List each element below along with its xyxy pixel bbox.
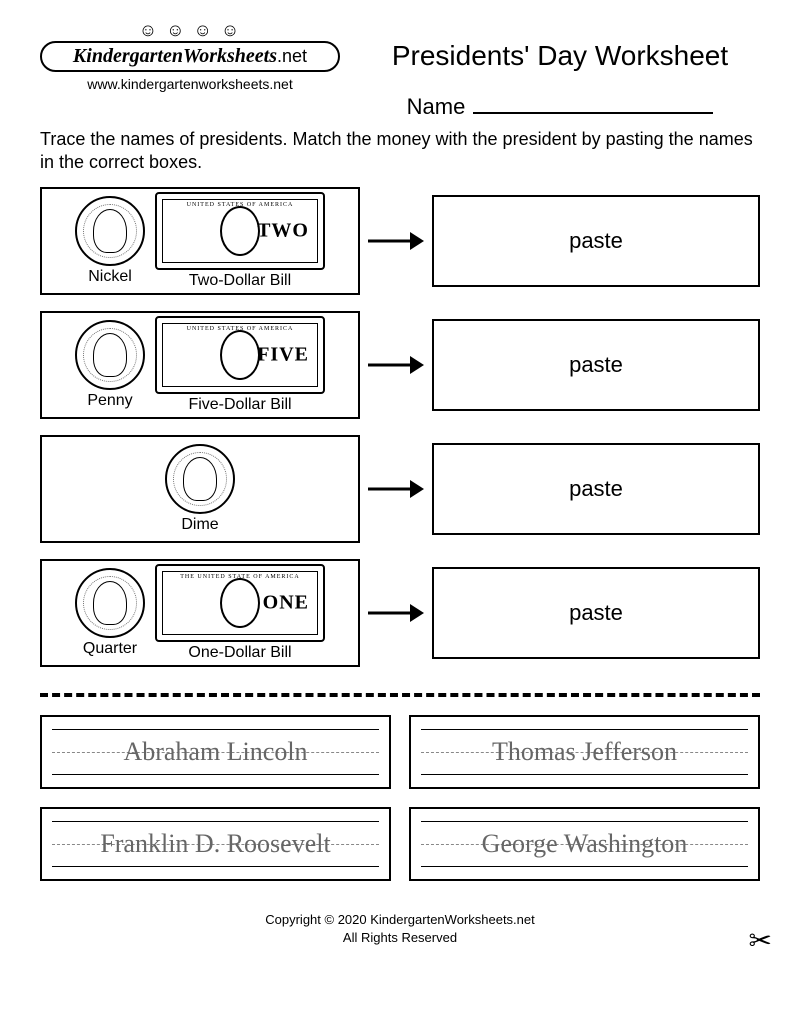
match-row: Nickel UNITED STATES OF AMERICA TWO Two-… xyxy=(40,187,760,295)
name-label: Name xyxy=(407,94,466,120)
bill-icon: UNITED STATES OF AMERICA TWO xyxy=(155,192,325,270)
bill-label: Two-Dollar Bill xyxy=(189,272,291,290)
coin-icon xyxy=(75,320,145,390)
worksheet-title: Presidents' Day Worksheet xyxy=(360,40,760,72)
cutout-box[interactable]: Franklin D. Roosevelt xyxy=(40,807,391,881)
paste-box[interactable]: paste xyxy=(432,443,760,535)
trace-name: Abraham Lincoln xyxy=(123,737,307,767)
money-box: Quarter THE UNITED STATE OF AMERICA ONE … xyxy=(40,559,360,667)
scissors-icon: ✂ xyxy=(749,924,772,957)
logo-block: ☺ ☺ ☺ ☺ KindergartenWorksheets.net www.k… xyxy=(40,20,340,92)
paste-label: paste xyxy=(569,352,623,378)
bill-label: Five-Dollar Bill xyxy=(188,396,291,414)
bill-icon: THE UNITED STATE OF AMERICA ONE xyxy=(155,564,325,642)
match-row: Penny UNITED STATES OF AMERICA FIVE Five… xyxy=(40,311,760,419)
money-box: Penny UNITED STATES OF AMERICA FIVE Five… xyxy=(40,311,360,419)
coin-label: Nickel xyxy=(88,268,132,286)
paste-label: paste xyxy=(569,476,623,502)
arrow-icon xyxy=(368,359,424,371)
header: ☺ ☺ ☺ ☺ KindergartenWorksheets.net www.k… xyxy=(40,20,760,120)
paste-box[interactable]: paste xyxy=(432,319,760,411)
trace-name: George Washington xyxy=(482,829,688,859)
bill-label: One-Dollar Bill xyxy=(188,644,291,662)
match-row: Dime paste xyxy=(40,435,760,543)
arrow-icon xyxy=(368,483,424,495)
trace-name: Thomas Jefferson xyxy=(492,737,677,767)
paste-label: paste xyxy=(569,600,623,626)
cutouts-grid: Abraham Lincoln Thomas Jefferson Frankli… xyxy=(40,715,760,881)
footer: Copyright © 2020 KindergartenWorksheets.… xyxy=(40,911,760,947)
coin-wrap: Quarter xyxy=(75,568,145,658)
coin-label: Dime xyxy=(181,516,218,534)
paste-box[interactable]: paste xyxy=(432,195,760,287)
bill-icon: UNITED STATES OF AMERICA FIVE xyxy=(155,316,325,394)
coin-wrap: Penny xyxy=(75,320,145,410)
logo-main-text: KindergartenWorksheets xyxy=(73,45,277,67)
bill-denom-text: ONE xyxy=(263,591,309,614)
coin-wrap: Dime xyxy=(165,444,235,534)
match-row: Quarter THE UNITED STATE OF AMERICA ONE … xyxy=(40,559,760,667)
match-rows: Nickel UNITED STATES OF AMERICA TWO Two-… xyxy=(40,187,760,667)
name-blank-line[interactable] xyxy=(473,94,713,114)
cutout-box[interactable]: George Washington xyxy=(409,807,760,881)
coin-icon xyxy=(75,196,145,266)
paste-label: paste xyxy=(569,228,623,254)
title-block: Presidents' Day Worksheet Name xyxy=(360,20,760,120)
arrow-icon xyxy=(368,607,424,619)
bill-wrap: UNITED STATES OF AMERICA TWO Two-Dollar … xyxy=(155,192,325,290)
copyright-text: Copyright © 2020 KindergartenWorksheets.… xyxy=(40,911,760,929)
money-box: Dime xyxy=(40,435,360,543)
money-box: Nickel UNITED STATES OF AMERICA TWO Two-… xyxy=(40,187,360,295)
rights-text: All Rights Reserved xyxy=(40,929,760,947)
bill-denom-text: FIVE xyxy=(257,343,309,366)
bill-wrap: THE UNITED STATE OF AMERICA ONE One-Doll… xyxy=(155,564,325,662)
instructions-text: Trace the names of presidents. Match the… xyxy=(40,128,760,175)
arrow-icon xyxy=(368,235,424,247)
site-url: www.kindergartenworksheets.net xyxy=(40,76,340,92)
cutout-box[interactable]: Thomas Jefferson xyxy=(409,715,760,789)
logo-suffix-text: .net xyxy=(277,46,307,66)
bill-wrap: UNITED STATES OF AMERICA FIVE Five-Dolla… xyxy=(155,316,325,414)
bill-denom-text: TWO xyxy=(257,219,309,242)
coin-icon xyxy=(75,568,145,638)
cutout-box[interactable]: Abraham Lincoln xyxy=(40,715,391,789)
coin-icon xyxy=(165,444,235,514)
logo: KindergartenWorksheets.net xyxy=(40,41,340,72)
coin-wrap: Nickel xyxy=(75,196,145,286)
cut-divider xyxy=(40,693,760,697)
name-field: Name xyxy=(360,94,760,120)
coin-label: Penny xyxy=(87,392,132,410)
trace-name: Franklin D. Roosevelt xyxy=(100,829,330,859)
coin-label: Quarter xyxy=(83,640,137,658)
logo-kids-icon: ☺ ☺ ☺ ☺ xyxy=(40,20,340,41)
paste-box[interactable]: paste xyxy=(432,567,760,659)
